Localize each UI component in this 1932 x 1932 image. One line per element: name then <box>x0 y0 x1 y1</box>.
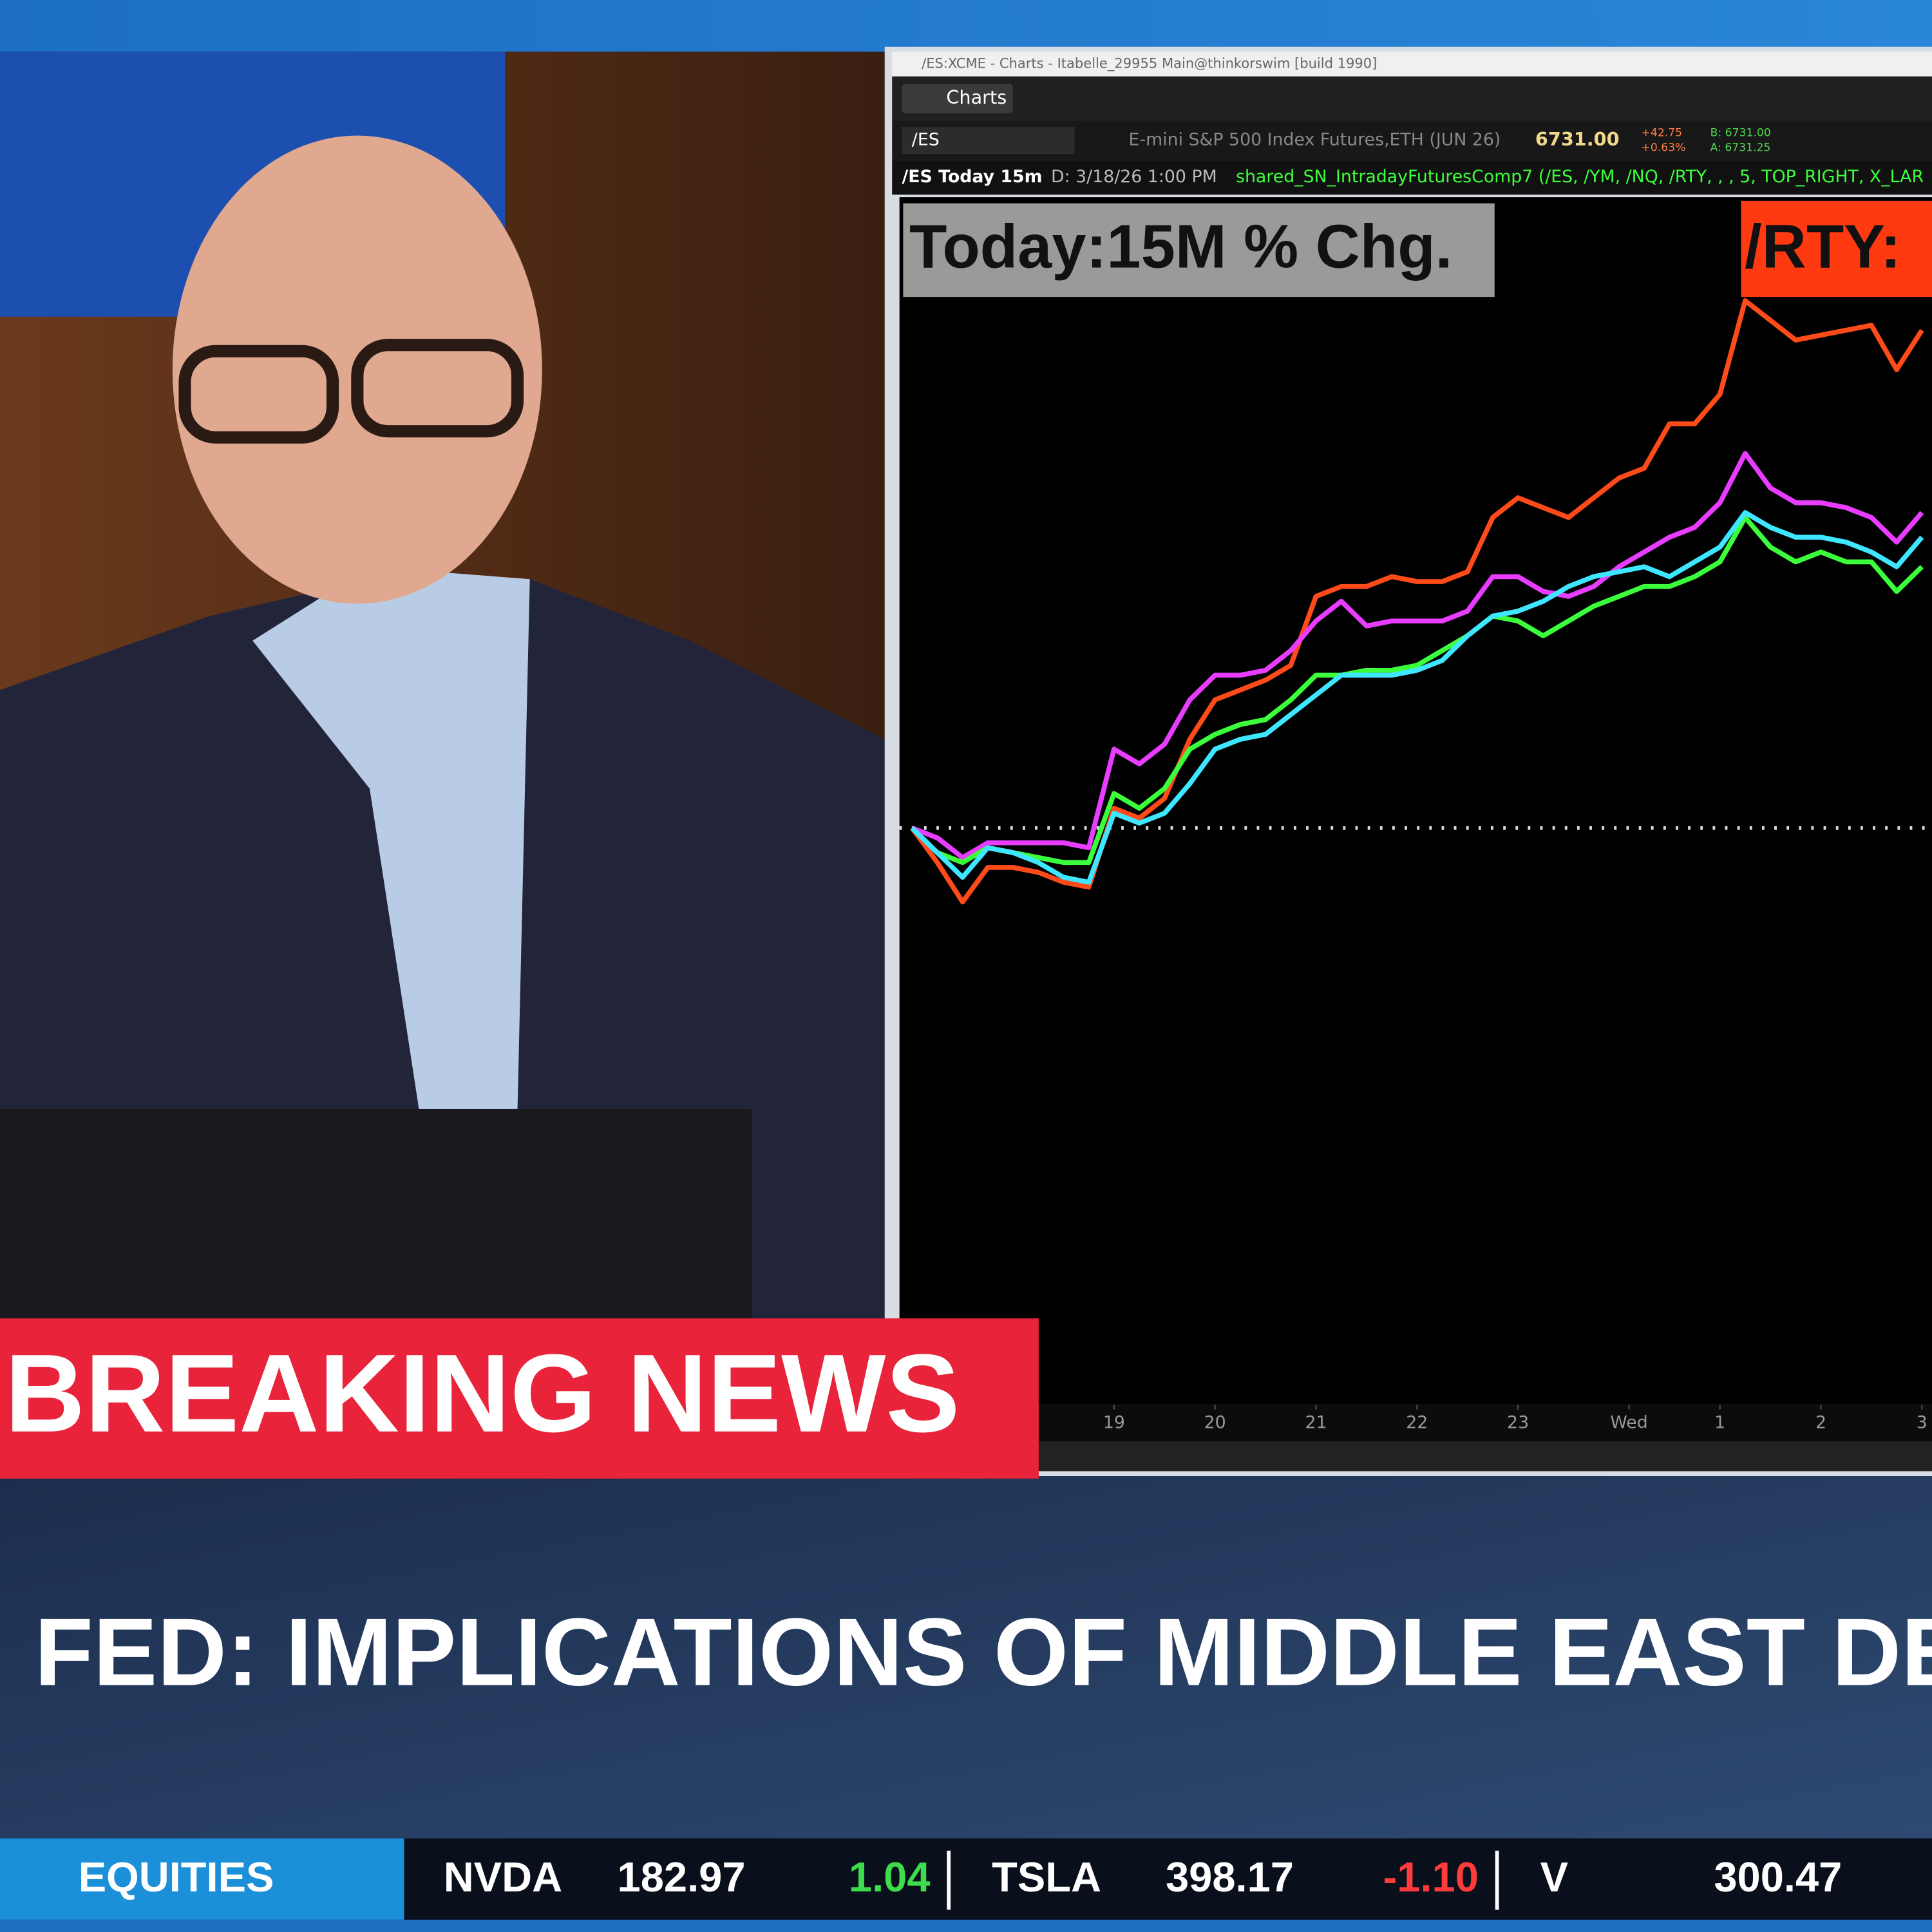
x-tick-label: 23 <box>1507 1412 1529 1432</box>
annotation: /RTY: <box>1745 213 1901 281</box>
tab[interactable] <box>902 84 1013 114</box>
x-axis-bar <box>899 1405 1932 1442</box>
breaking-label: BREAKING NEWS <box>5 1332 960 1455</box>
ticker-symbol: NVDA <box>444 1853 562 1900</box>
x-tick-label: 20 <box>1204 1412 1226 1432</box>
chart-date: D: 3/18/26 1:00 PM <box>1051 167 1217 187</box>
shirt <box>252 567 530 1109</box>
x-tick-label: 2 <box>1815 1412 1826 1432</box>
change-pct: +0.63% <box>1641 142 1685 155</box>
x-tick-label: 3 <box>1917 1412 1927 1432</box>
chart-label: /ES Today 15m <box>902 167 1043 187</box>
chart-title-box <box>903 203 1495 298</box>
ticker-symbol: V <box>1540 1853 1568 1900</box>
tab-bar <box>892 76 1932 121</box>
series-line <box>910 298 1924 905</box>
ticker-section-box <box>0 1838 404 1920</box>
ticker-price: 300.47 <box>1714 1853 1842 1900</box>
plot-area <box>899 197 1932 1405</box>
x-tick-label: 22 <box>1406 1412 1428 1432</box>
last-price: 6731.00 <box>1535 128 1620 150</box>
chart-header <box>892 160 1932 195</box>
change: +42.75 <box>1641 127 1682 140</box>
symbol: /ES <box>912 130 940 150</box>
chart-title: Today:15M % Chg. <box>909 213 1452 281</box>
series-line <box>910 515 1924 866</box>
title-bar <box>892 52 1932 77</box>
x-tick-label: 1 <box>1714 1412 1725 1432</box>
description: E-mini S&P 500 Index Futures,ETH (JUN 26… <box>1129 130 1501 150</box>
window-title: /ES:XCME - Charts - Itabelle_29955 Main@… <box>922 55 1377 71</box>
lower-third <box>0 1476 1932 1839</box>
ticker-change: -1.10 <box>1383 1853 1479 1900</box>
x-tick-label: Wed <box>1610 1412 1647 1432</box>
bottom-strip <box>0 1919 1932 1932</box>
study-label: shared_SN_IntradayFuturesComp7 (/ES, /YM… <box>1236 167 1924 187</box>
laptop <box>0 1108 752 1321</box>
scrollbar <box>892 1441 1932 1472</box>
headline: FED: IMPLICATIONS OF MIDDLE EAST DEVE <box>35 1598 1932 1706</box>
breaking-box <box>0 1318 1039 1479</box>
top-strip <box>0 0 1932 52</box>
ticker-price: 182.97 <box>618 1853 746 1900</box>
glasses <box>178 345 339 444</box>
x-tick-label: 21 <box>1305 1412 1327 1432</box>
ticker-section: EQUITIES <box>79 1853 274 1900</box>
tab-label: Charts <box>946 86 1007 108</box>
video-feed <box>0 52 885 1321</box>
ticker-price: 398.17 <box>1166 1853 1294 1900</box>
ask: A: 6731.25 <box>1710 142 1771 155</box>
series-line <box>910 510 1924 885</box>
ticker-change: 1.04 <box>849 1853 931 1900</box>
symbol-input[interactable] <box>902 127 1075 155</box>
bid: B: 6731.00 <box>1710 127 1771 140</box>
annotation-box <box>1741 200 1932 298</box>
glasses <box>351 339 524 438</box>
x-tick-label: 19 <box>1103 1412 1125 1432</box>
series-line <box>911 451 1924 860</box>
plot: 19 20 21 22 23 Wed 1 2 3 <box>899 298 1932 1432</box>
trading-window: /ES:XCME - Charts - Itabelle_29955 Main@… <box>884 46 1932 1477</box>
ticker-symbol: TSLA <box>992 1853 1101 1900</box>
